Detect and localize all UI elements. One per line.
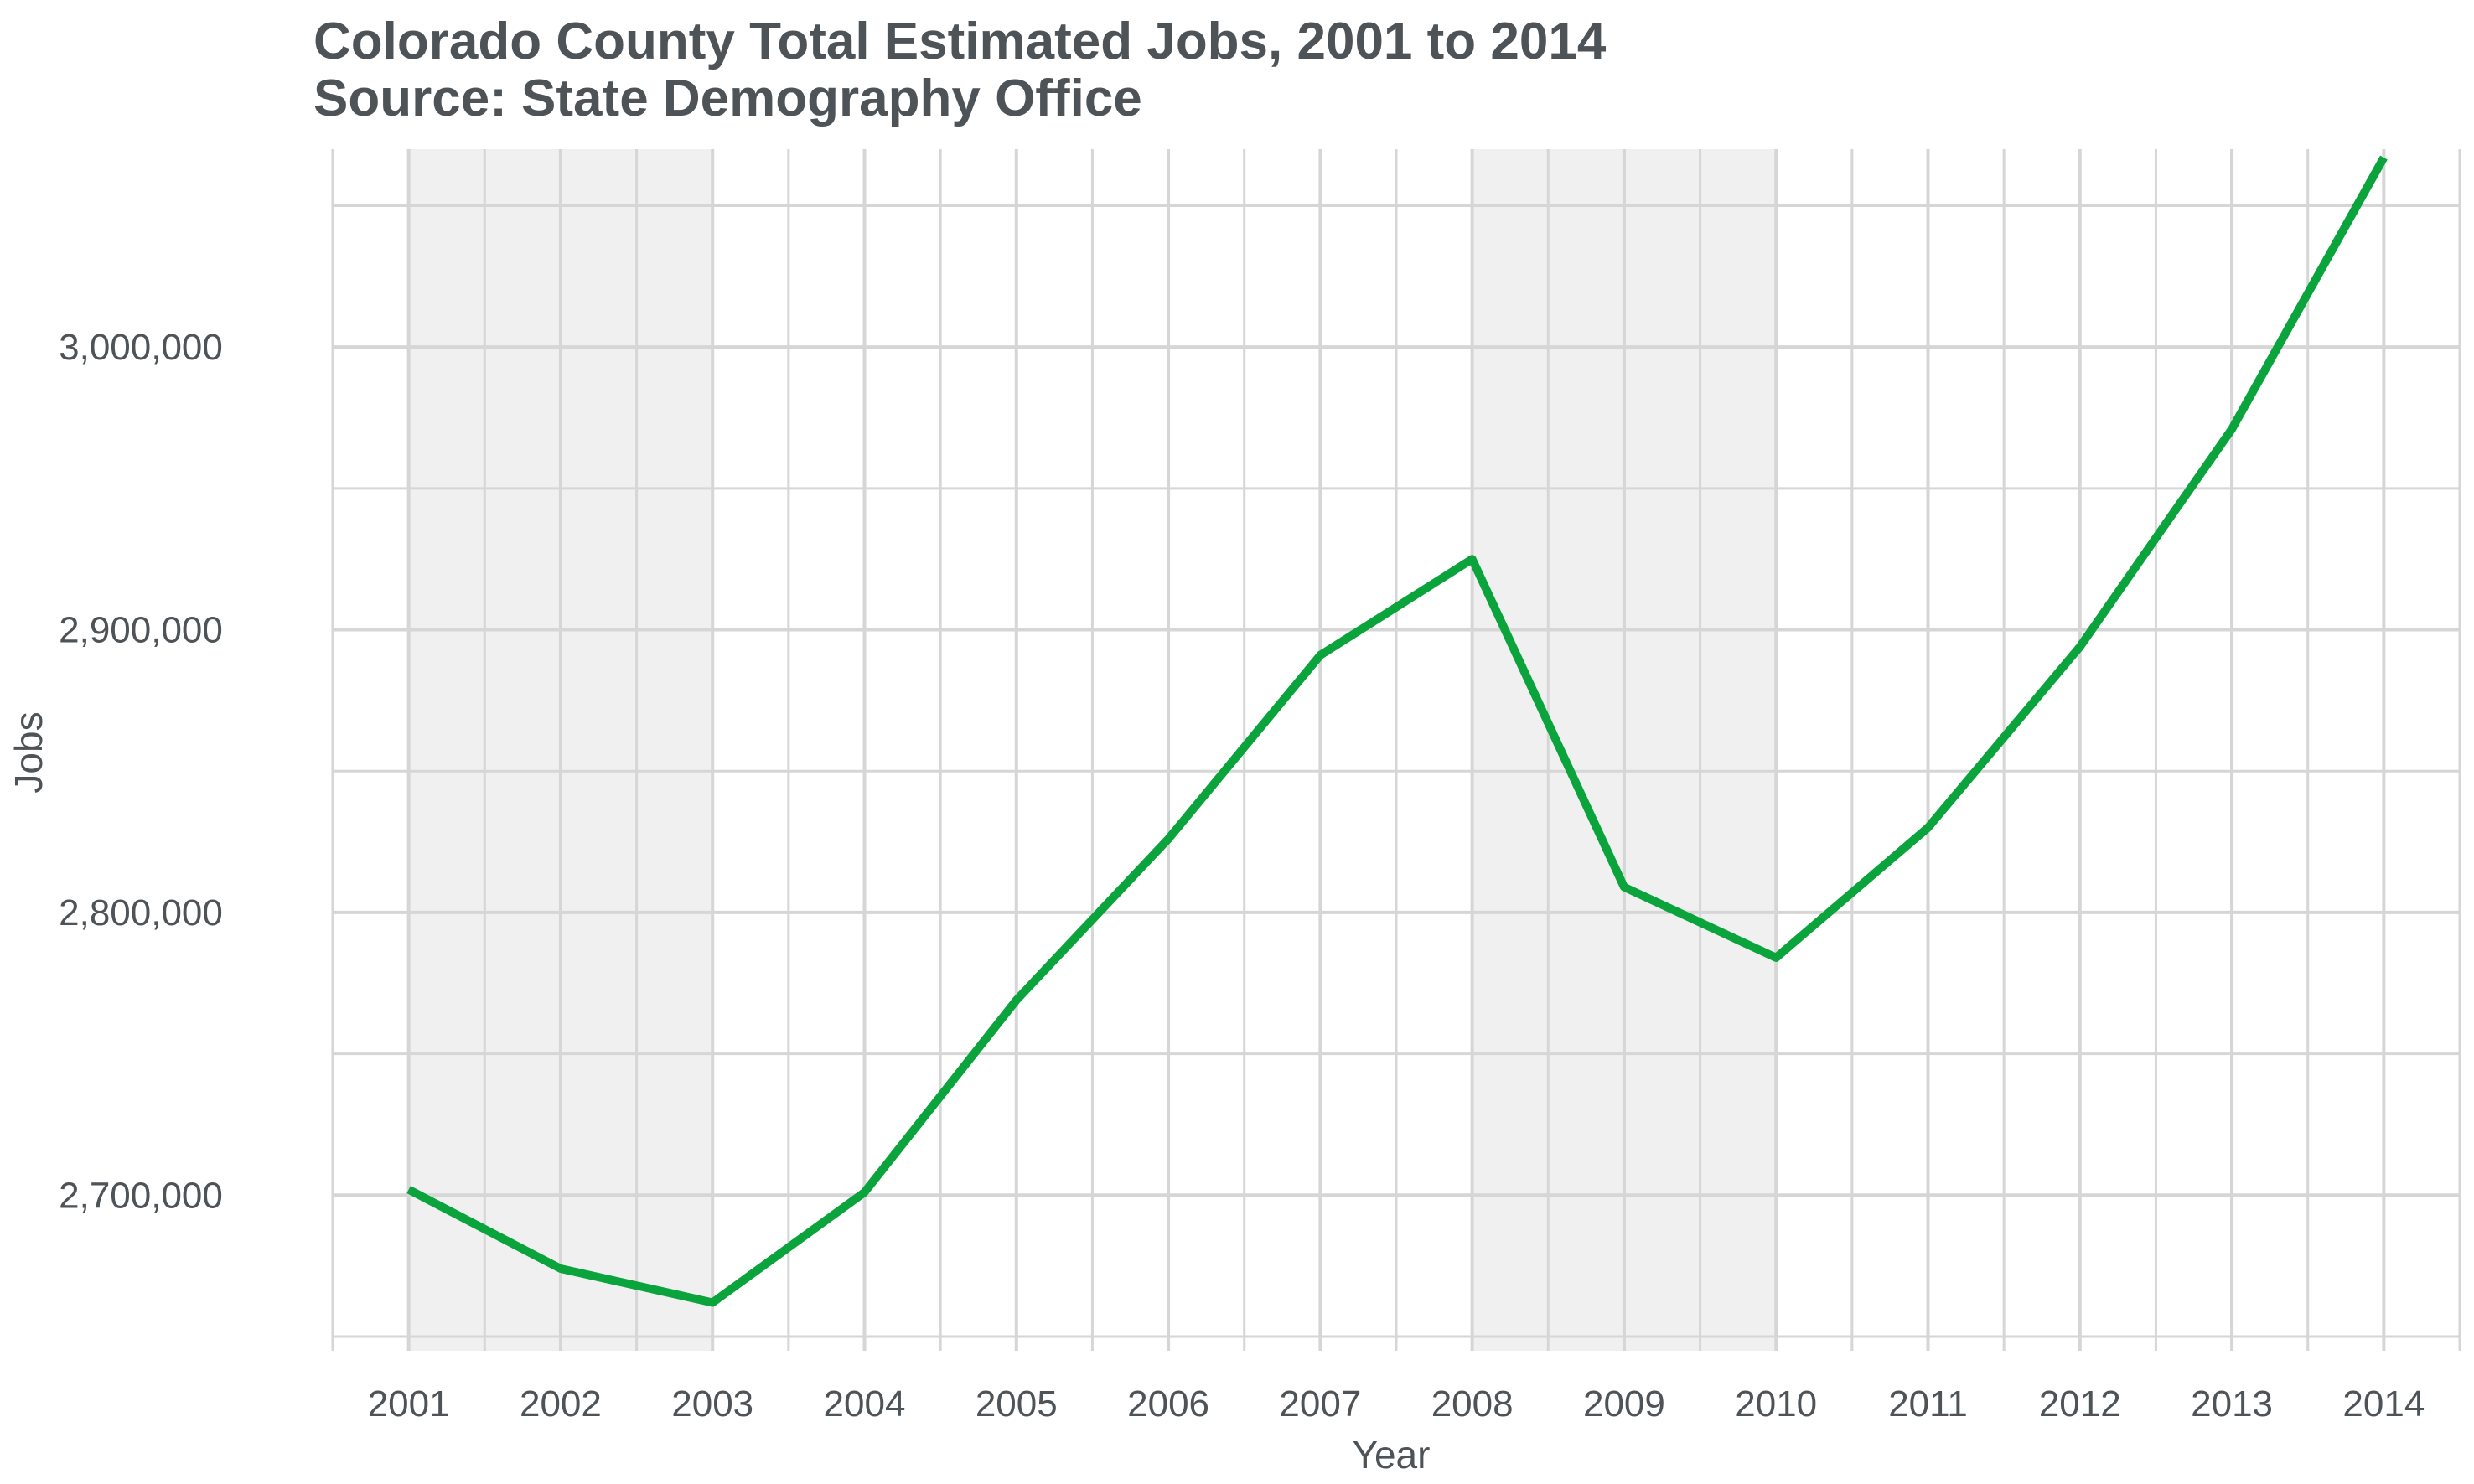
series-line-0 [406, 155, 2388, 1307]
chart-title: Colorado County Total Estimated Jobs, 20… [313, 13, 1606, 127]
x-tick-label: 2008 [1431, 1383, 1514, 1425]
y-tick-label: 3,000,000 [59, 327, 223, 368]
x-tick-label: 2011 [1888, 1383, 1968, 1425]
x-axis-ticks: 2001 2002 2003 2004 2005 2006 2007 2008 2009 2010… [368, 1383, 2425, 1425]
x-tick-label: 2002 [520, 1383, 602, 1425]
x-tick-label: 2004 [824, 1383, 906, 1425]
y-tick-label: 2,800,000 [59, 892, 223, 933]
x-axis-title: Year [1353, 1433, 1431, 1476]
x-tick-label: 2010 [1735, 1383, 1817, 1425]
x-tick-label: 2006 [1127, 1383, 1209, 1425]
x-tick-label: 2013 [2191, 1383, 2273, 1425]
y-axis-title: Jobs [7, 711, 50, 793]
chart-subtitle: Source: State Demography Office [313, 70, 1142, 127]
y-tick-label: 2,700,000 [59, 1175, 223, 1216]
x-tick-label: 2001 [368, 1383, 450, 1425]
x-tick-label: 2014 [2342, 1383, 2425, 1425]
x-tick-label: 2009 [1583, 1383, 1665, 1425]
series-layer [406, 155, 2388, 1307]
x-tick-label: 2003 [671, 1383, 753, 1425]
chart-title-main: Colorado County Total Estimated Jobs, 20… [313, 13, 1607, 70]
y-axis-ticks: 2,700,000 2,800,000 2,900,000 3,000,000 [59, 327, 223, 1216]
x-tick-label: 2007 [1279, 1383, 1361, 1425]
x-tick-label: 2005 [976, 1383, 1058, 1425]
y-tick-label: 2,900,000 [59, 610, 223, 651]
x-tick-label: 2012 [2039, 1383, 2121, 1425]
